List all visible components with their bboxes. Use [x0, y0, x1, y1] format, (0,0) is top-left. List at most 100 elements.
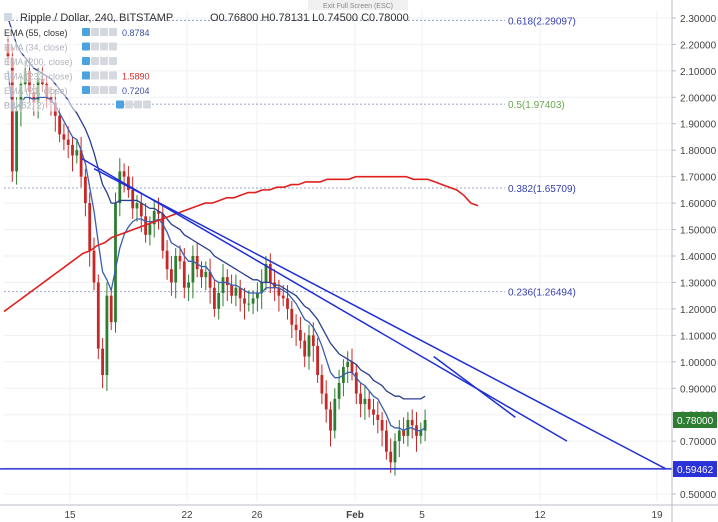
candle-body — [307, 335, 311, 357]
eye-icon[interactable] — [82, 28, 90, 36]
settings-icon[interactable] — [109, 57, 117, 65]
collapse-icon[interactable] — [4, 13, 12, 21]
candle-body — [200, 269, 203, 278]
candle-body — [88, 203, 92, 251]
y-tick-label: 1.00000 — [680, 358, 717, 369]
settings-icon[interactable] — [109, 86, 117, 94]
candle-body — [139, 203, 143, 217]
price-tag — [673, 412, 717, 428]
settings-icon[interactable] — [109, 42, 117, 51]
indicator-label[interactable]: EMA (200, close) — [4, 57, 73, 67]
indicator-label[interactable]: EMA (55, close) — [4, 28, 68, 38]
candle-body — [268, 263, 272, 283]
trendline[interactable] — [80, 157, 568, 442]
candle-body — [290, 308, 294, 325]
candle-body — [122, 171, 126, 177]
y-tick-label: 1.60000 — [680, 199, 717, 210]
y-tick-label: 1.30000 — [680, 278, 717, 289]
indicator-label[interactable]: BB (52, 2) — [4, 101, 45, 111]
candle-body — [260, 282, 264, 294]
settings-icon[interactable] — [100, 42, 108, 51]
indicator-label[interactable]: EMA (34, close) — [4, 43, 68, 53]
settings-icon[interactable] — [109, 71, 117, 80]
candle-body — [393, 441, 397, 463]
y-tick-label: 2.20000 — [680, 40, 717, 51]
candle-body — [247, 303, 251, 305]
price-tag-label: 0.59462 — [677, 465, 714, 476]
indicator-legend: EMA (55, close) 0.8784 EMA (34, close) EMA … — [0, 27, 151, 112]
settings-icon[interactable] — [100, 71, 108, 80]
candle-body — [410, 420, 414, 426]
candle-body — [385, 430, 388, 452]
indicator-value: 1.5890 — [122, 72, 150, 82]
settings-icon[interactable] — [91, 28, 99, 36]
indicator-label[interactable]: EMA (21, close) — [4, 86, 68, 96]
y-tick-label: 1.20000 — [680, 305, 717, 316]
price-axis-panel — [672, 0, 718, 522]
y-tick-label: 0.70000 — [680, 437, 717, 448]
settings-icon[interactable] — [143, 100, 151, 109]
candle-body — [251, 298, 255, 304]
indicator-label[interactable]: EMA (233, close) — [4, 72, 73, 82]
candle-body — [157, 211, 160, 214]
x-tick-label: 19 — [651, 510, 663, 521]
y-tick-label: 1.90000 — [680, 120, 717, 131]
candle-body — [376, 414, 380, 420]
exit-fullscreen-button[interactable] — [308, 0, 408, 10]
fib-levels: 0.618(2.29097) 0.5(1.97403) 0.382(1.65709)… — [4, 16, 576, 299]
y-tick-label: 2.30000 — [680, 14, 717, 25]
candle-body — [208, 271, 212, 288]
ema-55-line — [7, 17, 426, 400]
candle-body — [204, 271, 208, 278]
settings-icon[interactable] — [100, 57, 108, 65]
ema-21-line — [7, 70, 426, 432]
settings-icon[interactable] — [109, 28, 117, 36]
indicator-row-bg — [0, 41, 76, 54]
trendline[interactable] — [433, 355, 516, 418]
settings-icon[interactable] — [91, 86, 99, 94]
candle-body — [354, 372, 358, 394]
eye-icon[interactable] — [82, 86, 90, 94]
legend-header: Ripple / Dollar, 240, BITSTAMP O0.76800 … — [4, 0, 409, 24]
settings-icon[interactable] — [134, 100, 142, 109]
settings-icon[interactable] — [100, 28, 108, 36]
trendlines[interactable] — [0, 157, 696, 470]
settings-icon[interactable] — [91, 42, 99, 51]
candle-body — [380, 420, 384, 431]
candle-body — [316, 345, 319, 376]
candle-body — [303, 340, 307, 357]
eye-icon[interactable] — [82, 57, 90, 65]
candle-body — [363, 398, 367, 405]
ohlc-readout: O0.76800 H0.78131 L0.74500 C0.78000 — [210, 12, 409, 24]
candle-body — [234, 287, 238, 296]
y-tick-label: 0.50000 — [680, 490, 717, 501]
exit-fullscreen-label: Exit Full Screen (ESC) — [323, 3, 393, 10]
candle-body — [324, 393, 328, 410]
settings-icon[interactable] — [100, 86, 108, 94]
candle-body — [264, 263, 268, 283]
candle-body — [299, 330, 302, 341]
candle-body — [286, 298, 289, 309]
indicator-row-bg — [0, 85, 76, 97]
fib-label: 0.5(1.97403) — [508, 100, 565, 111]
eye-icon[interactable] — [82, 71, 90, 80]
y-tick-label: 0.90000 — [680, 384, 717, 395]
candle-body — [350, 361, 354, 373]
candle-body — [15, 110, 18, 172]
candle-body — [84, 176, 87, 204]
settings-icon[interactable] — [125, 100, 133, 109]
y-tick-label: 1.40000 — [680, 252, 717, 263]
price-tag-label: 0.78000 — [677, 416, 714, 427]
candle-body — [311, 335, 315, 346]
candle-body — [359, 393, 362, 405]
settings-icon[interactable] — [91, 71, 99, 80]
candle-body — [174, 256, 178, 283]
eye-icon[interactable] — [116, 100, 124, 109]
trendline-long[interactable] — [93, 168, 667, 470]
settings-icon[interactable] — [91, 57, 99, 65]
eye-icon[interactable] — [82, 42, 90, 51]
candle-body — [243, 298, 246, 304]
candle-body — [148, 224, 152, 235]
